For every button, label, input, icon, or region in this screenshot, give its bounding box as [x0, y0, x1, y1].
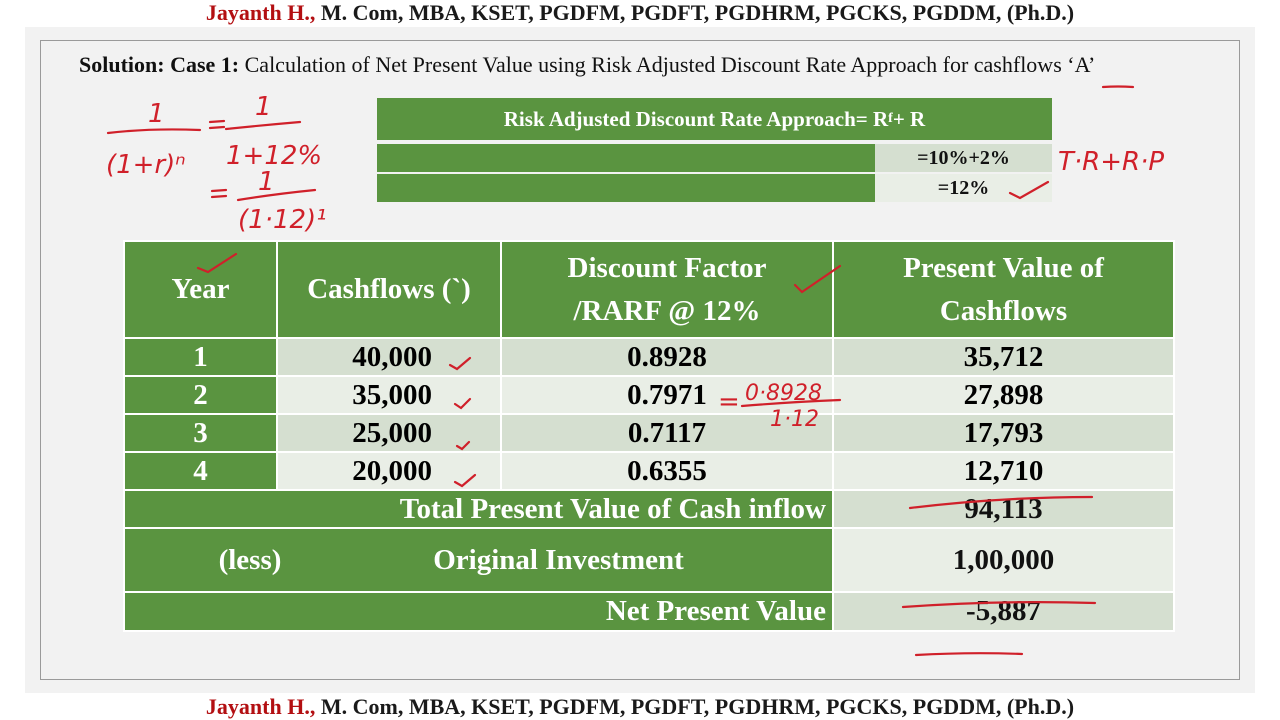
total-row: Total Present Value of Cash inflow 94,11…: [123, 489, 1175, 529]
footer-credit: Jayanth H., M. Com, MBA, KSET, PGDFM, PG…: [0, 694, 1280, 720]
year-cell: 3: [123, 413, 278, 453]
npv-value: -5,887: [832, 591, 1175, 632]
npv-label: Net Present Value: [123, 591, 834, 632]
author-qualifications: M. Com, MBA, KSET, PGDFM, PGDFT, PGDHRM,…: [315, 0, 1075, 25]
formula-row-2-value: =12%: [875, 174, 1052, 202]
case-title-bold: Solution: Case 1:: [79, 52, 240, 77]
col-header-year: Year: [123, 240, 278, 339]
table-row: 2 35,000 0.7971 27,898: [123, 375, 1175, 415]
formula-heading-subscript: f: [888, 111, 893, 126]
col-header-discount-line1: Discount Factor: [567, 251, 767, 284]
footer-qualifications: M. Com, MBA, KSET, PGDFM, PGDFT, PGDHRM,…: [315, 694, 1075, 719]
table-row: 3 25,000 0.7117 17,793: [123, 413, 1175, 453]
discount-factor-cell: 0.7117: [500, 413, 834, 453]
col-header-present-value: Present Value of Cashflows: [832, 240, 1175, 339]
year-cell: 2: [123, 375, 278, 415]
investment-label-cell: (less) Original Investment: [123, 527, 834, 593]
formula-row-1: =10%+2%: [377, 144, 1052, 172]
cashflow-cell: 20,000: [276, 451, 502, 491]
cashflow-cell: 40,000: [276, 337, 502, 377]
investment-label: Original Investment: [433, 543, 684, 576]
investment-value: 1,00,000: [832, 527, 1175, 593]
col-header-cashflows: Cashflows (`): [276, 240, 502, 339]
discount-factor-cell: 0.7971: [500, 375, 834, 415]
formula-row-1-fill: [377, 144, 875, 172]
present-value-cell: 12,710: [832, 451, 1175, 491]
case-title: Solution: Case 1: Calculation of Net Pre…: [79, 52, 1209, 78]
author-name: Jayanth H.,: [205, 0, 316, 25]
col-header-pv-line1: Present Value of: [903, 251, 1104, 284]
col-header-pv-line2: Cashflows: [939, 294, 1068, 327]
formula-heading-tail: + R: [892, 106, 926, 131]
present-value-cell: 35,712: [832, 337, 1175, 377]
present-value-cell: 17,793: [832, 413, 1175, 453]
case-title-text: Calculation of Net Present Value using R…: [239, 52, 1096, 77]
table-header-row: Year Cashflows (`) Discount Factor /RARF…: [123, 240, 1175, 339]
year-cell: 1: [123, 337, 278, 377]
less-label: (less): [218, 543, 282, 576]
col-header-discount-factor: Discount Factor /RARF @ 12%: [500, 240, 834, 339]
table-row: 1 40,000 0.8928 35,712: [123, 337, 1175, 377]
header-credit: Jayanth H., M. Com, MBA, KSET, PGDFM, PG…: [0, 0, 1280, 26]
total-pv-value: 94,113: [832, 489, 1175, 529]
table-row: 4 20,000 0.6355 12,710: [123, 451, 1175, 491]
formula-row-2-fill: [377, 174, 875, 202]
formula-row-2: =12%: [377, 174, 1052, 202]
investment-row: (less) Original Investment 1,00,000: [123, 527, 1175, 593]
formula-heading-main: Risk Adjusted Discount Rate Approach= R: [503, 106, 889, 131]
discount-factor-cell: 0.6355: [500, 451, 834, 491]
formula-row-1-value: =10%+2%: [875, 144, 1052, 172]
year-cell: 4: [123, 451, 278, 491]
cashflow-cell: 25,000: [276, 413, 502, 453]
npv-table: Year Cashflows (`) Discount Factor /RARF…: [123, 240, 1175, 632]
discount-factor-cell: 0.8928: [500, 337, 834, 377]
present-value-cell: 27,898: [832, 375, 1175, 415]
col-header-discount-line2: /RARF @ 12%: [573, 294, 761, 327]
footer-author-name: Jayanth H.,: [205, 694, 316, 719]
npv-row: Net Present Value -5,887: [123, 591, 1175, 632]
total-pv-label: Total Present Value of Cash inflow: [123, 489, 834, 529]
cashflow-cell: 35,000: [276, 375, 502, 415]
